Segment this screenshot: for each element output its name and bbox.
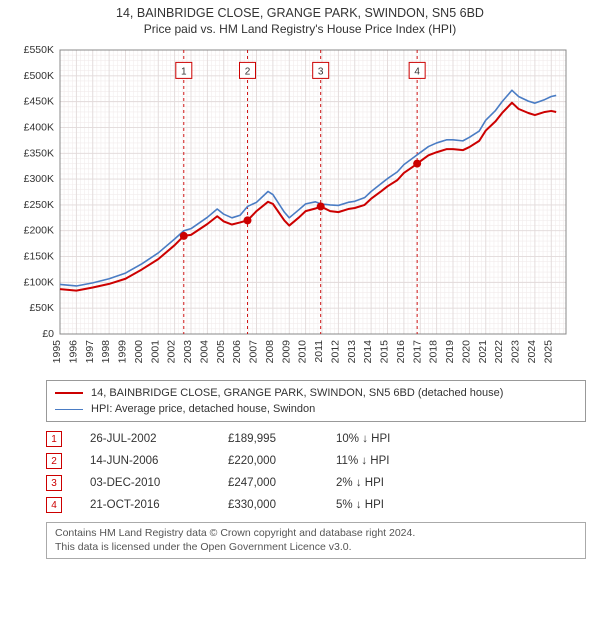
- sale-date: 14-JUN-2006: [90, 455, 200, 467]
- title-block: 14, BAINBRIDGE CLOSE, GRANGE PARK, SWIND…: [0, 0, 600, 36]
- svg-text:£300K: £300K: [24, 173, 54, 185]
- legend: 14, BAINBRIDGE CLOSE, GRANGE PARK, SWIND…: [46, 380, 586, 422]
- svg-text:1999: 1999: [117, 340, 129, 364]
- svg-text:2001: 2001: [149, 340, 161, 364]
- sale-price: £189,995: [228, 433, 308, 445]
- title-subtitle: Price paid vs. HM Land Registry's House …: [0, 22, 600, 36]
- svg-text:2: 2: [245, 66, 251, 77]
- svg-text:£150K: £150K: [24, 251, 54, 263]
- sale-date: 21-OCT-2016: [90, 499, 200, 511]
- sales-table: 1 26-JUL-2002 £189,995 10% ↓ HPI 2 14-JUN-200…: [46, 428, 586, 516]
- svg-text:2012: 2012: [329, 340, 341, 364]
- legend-row: HPI: Average price, detached house, Swin…: [55, 401, 577, 417]
- title-address: 14, BAINBRIDGE CLOSE, GRANGE PARK, SWIND…: [0, 6, 600, 20]
- svg-text:3: 3: [318, 66, 324, 77]
- svg-text:£350K: £350K: [24, 147, 54, 159]
- svg-text:2002: 2002: [166, 340, 178, 364]
- legend-label: 14, BAINBRIDGE CLOSE, GRANGE PARK, SWIND…: [91, 387, 503, 399]
- svg-text:2016: 2016: [395, 340, 407, 364]
- svg-text:1995: 1995: [51, 340, 63, 364]
- svg-text:2019: 2019: [444, 340, 456, 364]
- svg-text:1997: 1997: [84, 340, 96, 364]
- sale-marker: 3: [46, 475, 62, 491]
- svg-text:2017: 2017: [411, 340, 423, 364]
- legend-label: HPI: Average price, detached house, Swin…: [91, 403, 315, 415]
- sale-marker: 4: [46, 497, 62, 513]
- svg-text:£200K: £200K: [24, 225, 54, 237]
- svg-text:£50K: £50K: [29, 302, 54, 314]
- svg-text:2024: 2024: [526, 340, 538, 364]
- svg-text:2008: 2008: [264, 340, 276, 364]
- legend-swatch: [55, 409, 83, 410]
- price-chart: £0 £50K £100K £150K £200K £250K £300K £350K £400…: [14, 44, 574, 374]
- svg-text:2022: 2022: [493, 340, 505, 364]
- svg-text:£500K: £500K: [24, 70, 54, 82]
- svg-text:2011: 2011: [313, 340, 325, 363]
- svg-text:£400K: £400K: [24, 121, 54, 133]
- svg-text:2006: 2006: [231, 340, 243, 364]
- legend-row: 14, BAINBRIDGE CLOSE, GRANGE PARK, SWIND…: [55, 385, 577, 401]
- table-row: 2 14-JUN-2006 £220,000 11% ↓ HPI: [46, 450, 586, 472]
- svg-text:2021: 2021: [477, 340, 489, 364]
- sale-diff: 2% ↓ HPI: [336, 477, 426, 489]
- svg-text:2010: 2010: [297, 340, 309, 364]
- svg-text:2004: 2004: [198, 340, 210, 364]
- sale-price: £330,000: [228, 499, 308, 511]
- sale-price: £247,000: [228, 477, 308, 489]
- svg-text:2020: 2020: [460, 340, 472, 364]
- svg-text:2025: 2025: [542, 340, 554, 364]
- sale-marker: 1: [46, 431, 62, 447]
- svg-text:£100K: £100K: [24, 276, 54, 288]
- svg-text:2015: 2015: [379, 340, 391, 364]
- svg-text:2000: 2000: [133, 340, 145, 364]
- table-row: 3 03-DEC-2010 £247,000 2% ↓ HPI: [46, 472, 586, 494]
- svg-text:2003: 2003: [182, 340, 194, 364]
- svg-text:1996: 1996: [67, 340, 79, 364]
- sale-diff: 10% ↓ HPI: [336, 433, 426, 445]
- svg-text:2023: 2023: [510, 340, 522, 364]
- footer-line2: This data is licensed under the Open Gov…: [55, 541, 577, 555]
- sale-diff: 11% ↓ HPI: [336, 455, 426, 467]
- svg-text:£250K: £250K: [24, 199, 54, 211]
- svg-text:£0: £0: [42, 328, 54, 340]
- svg-text:£550K: £550K: [24, 44, 54, 56]
- table-row: 4 21-OCT-2016 £330,000 5% ↓ HPI: [46, 494, 586, 516]
- svg-text:£450K: £450K: [24, 96, 54, 108]
- svg-text:1998: 1998: [100, 340, 112, 364]
- svg-text:2009: 2009: [280, 340, 292, 364]
- svg-text:1: 1: [181, 66, 187, 77]
- svg-text:4: 4: [414, 66, 420, 77]
- footer-line1: Contains HM Land Registry data © Crown c…: [55, 527, 577, 541]
- chart-container: £0 £50K £100K £150K £200K £250K £300K £350K £400…: [14, 44, 586, 374]
- svg-text:2005: 2005: [215, 340, 227, 364]
- table-row: 1 26-JUL-2002 £189,995 10% ↓ HPI: [46, 428, 586, 450]
- sale-date: 03-DEC-2010: [90, 477, 200, 489]
- svg-text:2014: 2014: [362, 340, 374, 364]
- svg-text:2018: 2018: [428, 340, 440, 364]
- svg-text:2007: 2007: [248, 340, 260, 364]
- footer-attribution: Contains HM Land Registry data © Crown c…: [46, 522, 586, 559]
- sale-date: 26-JUL-2002: [90, 433, 200, 445]
- sale-diff: 5% ↓ HPI: [336, 499, 426, 511]
- sale-price: £220,000: [228, 455, 308, 467]
- legend-swatch: [55, 392, 83, 394]
- svg-text:2013: 2013: [346, 340, 358, 364]
- sale-marker: 2: [46, 453, 62, 469]
